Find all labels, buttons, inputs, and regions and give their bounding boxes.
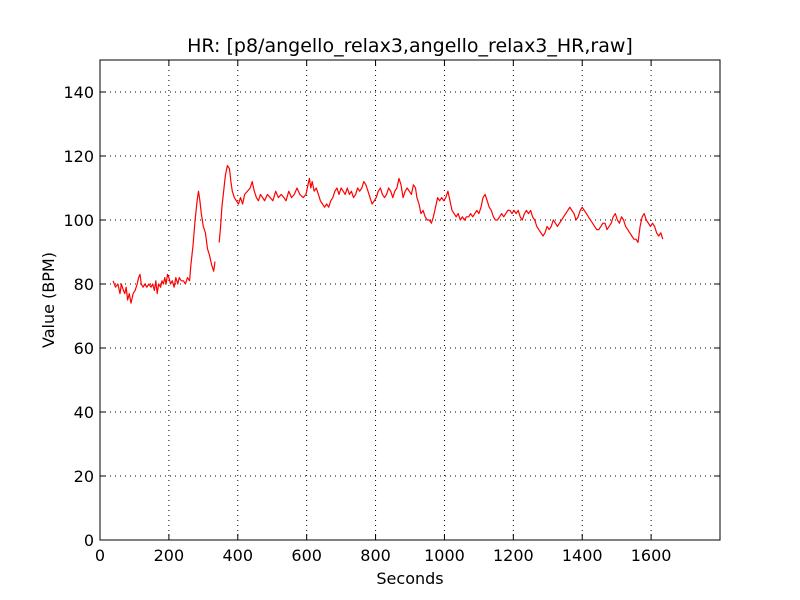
x-tick-label: 1400 — [562, 546, 603, 565]
x-tick-label: 600 — [291, 546, 322, 565]
x-tick-label: 200 — [154, 546, 185, 565]
ticks: 0 200 400 600 800 1000 1200 1400 1600 0 20 40 60 80 10… — [63, 60, 720, 565]
series-line-segment — [112, 190, 216, 304]
x-tick-label: 800 — [360, 546, 391, 565]
y-tick-label: 60 — [74, 339, 94, 358]
y-tick-label: 80 — [74, 275, 94, 294]
y-tick-label: 20 — [74, 467, 94, 486]
y-tick-label: 0 — [84, 531, 94, 550]
x-tick-label: 0 — [95, 546, 105, 565]
chart-title: HR: [p8/angello_relax3,angello_relax3_HR… — [187, 35, 633, 57]
x-tick-label: 1000 — [424, 546, 465, 565]
y-axis-label: Value (BPM) — [39, 252, 58, 348]
plot-frame — [99, 59, 721, 541]
x-tick-label: 1200 — [493, 546, 534, 565]
y-tick-label: 140 — [63, 83, 94, 102]
y-tick-label: 120 — [63, 147, 94, 166]
x-tick-label: 400 — [223, 546, 254, 565]
data-lines — [112, 165, 664, 304]
y-tick-label: 40 — [74, 403, 94, 422]
x-axis-label: Seconds — [376, 569, 443, 588]
x-tick-label: 1600 — [631, 546, 672, 565]
series-line-segment — [218, 165, 664, 243]
y-tick-label: 100 — [63, 211, 94, 230]
